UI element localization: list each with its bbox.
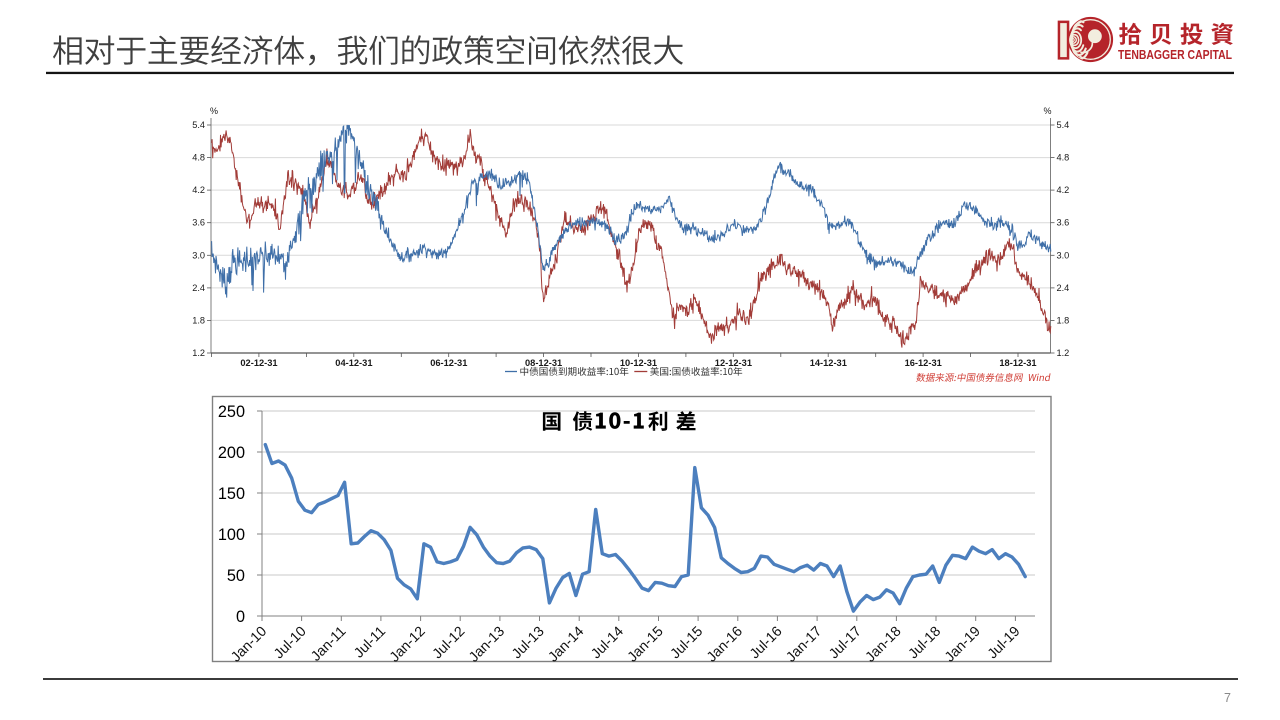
svg-text:10-12-31: 10-12-31 — [620, 358, 657, 368]
svg-text:3.0: 3.0 — [1057, 250, 1070, 260]
svg-text:2.4: 2.4 — [1057, 283, 1070, 293]
svg-text:3.6: 3.6 — [1057, 218, 1070, 228]
svg-text:TENBAGGER CAPITAL: TENBAGGER CAPITAL — [1118, 48, 1232, 62]
svg-text:3.6: 3.6 — [192, 218, 205, 228]
svg-text:1.8: 1.8 — [1057, 315, 1070, 325]
svg-text:2.4: 2.4 — [192, 283, 205, 293]
svg-text:06-12-31: 06-12-31 — [430, 358, 467, 368]
svg-text:4.8: 4.8 — [1057, 153, 1070, 163]
svg-text:1.2: 1.2 — [192, 348, 205, 358]
svg-text:16-12-31: 16-12-31 — [905, 358, 942, 368]
svg-text:08-12-31: 08-12-31 — [525, 358, 562, 368]
svg-text:50: 50 — [227, 567, 245, 585]
svg-text:5.4: 5.4 — [1057, 120, 1070, 130]
svg-text:%: % — [210, 106, 218, 116]
svg-text:0: 0 — [236, 608, 245, 626]
svg-text:250: 250 — [218, 403, 245, 421]
svg-text:5.4: 5.4 — [192, 120, 205, 130]
svg-text:3.0: 3.0 — [192, 250, 205, 260]
svg-text:100: 100 — [218, 526, 245, 544]
svg-text:150: 150 — [218, 485, 245, 503]
svg-text:4.2: 4.2 — [1057, 185, 1070, 195]
svg-text:1.8: 1.8 — [192, 315, 205, 325]
svg-text:4.2: 4.2 — [192, 185, 205, 195]
svg-text:12-12-31: 12-12-31 — [715, 358, 752, 368]
svg-text:18-12-31: 18-12-31 — [999, 358, 1036, 368]
svg-text:1.2: 1.2 — [1057, 348, 1070, 358]
svg-text:%: % — [1043, 106, 1051, 116]
svg-text:7: 7 — [1224, 691, 1231, 705]
svg-text:02-12-31: 02-12-31 — [240, 358, 277, 368]
svg-text:200: 200 — [218, 444, 245, 462]
svg-text:14-12-31: 14-12-31 — [810, 358, 847, 368]
svg-text:4.8: 4.8 — [192, 153, 205, 163]
svg-text:04-12-31: 04-12-31 — [335, 358, 372, 368]
